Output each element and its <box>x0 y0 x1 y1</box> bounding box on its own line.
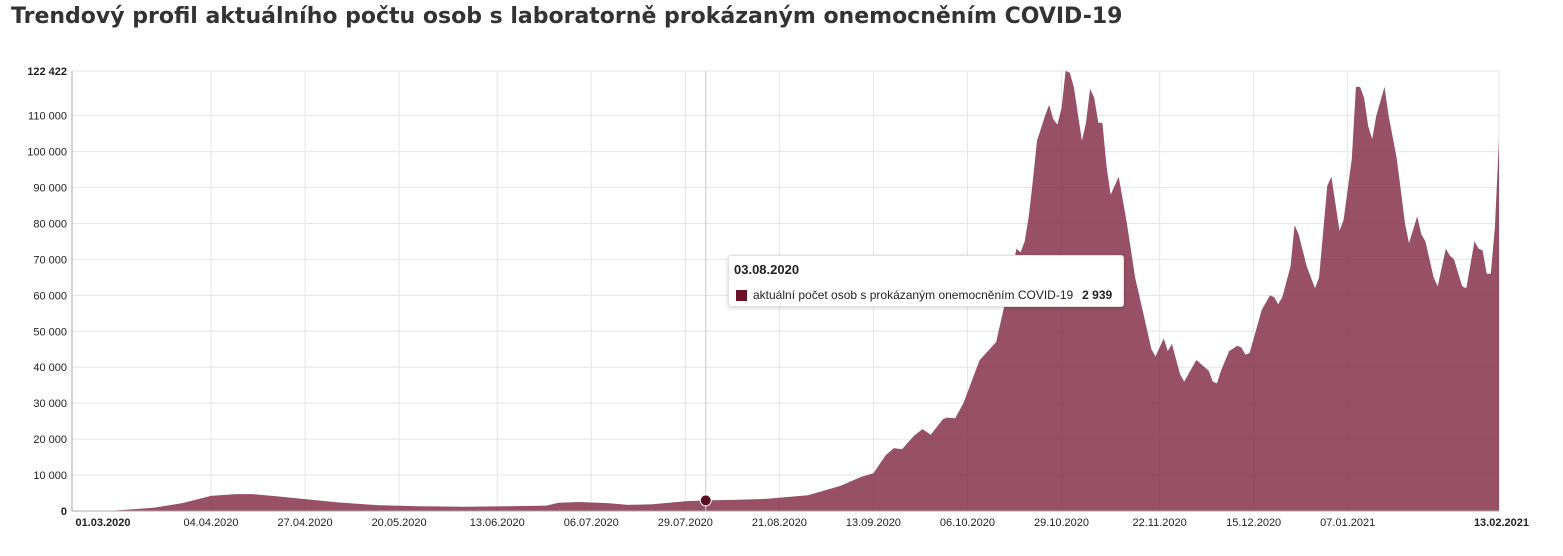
x-tick-label: 01.03.2020 <box>75 517 130 529</box>
y-tick-label: 70 000 <box>33 254 67 266</box>
hover-point-marker[interactable] <box>699 494 712 507</box>
x-tick-label: 13.06.2020 <box>470 517 525 529</box>
x-tick-label: 22.11.2020 <box>1133 517 1187 529</box>
y-tick-label: 10 000 <box>33 470 67 482</box>
x-tick-label: 04.04.2020 <box>183 517 238 529</box>
y-tick-label: 60 000 <box>33 290 67 302</box>
tooltip-row: aktuální počet osob s prokázaným onemocn… <box>736 288 1112 302</box>
y-tick-label: 30 000 <box>33 398 67 410</box>
x-tick-label: 07.01.2021 <box>1320 517 1375 529</box>
y-tick-label: 40 000 <box>33 362 67 374</box>
hover-tooltip: 03.08.2020 aktuální počet osob s prokáza… <box>728 255 1124 307</box>
tooltip-date: 03.08.2020 <box>734 262 800 277</box>
x-tick-label: 06.10.2020 <box>940 517 995 529</box>
x-axis-tick-labels: 01.03.2020 04.04.2020 27.04.2020 20.05.2020… <box>75 517 1529 529</box>
series-color-swatch <box>736 289 747 301</box>
x-tick-label: 21.08.2020 <box>752 517 807 529</box>
series-area[interactable] <box>72 71 1499 511</box>
x-tick-label: 29.10.2020 <box>1034 517 1089 529</box>
y-tick-label: 50 000 <box>33 326 67 338</box>
tooltip-series-label: aktuální počet osob s prokázaným onemocn… <box>753 288 1074 302</box>
tooltip-value: 2 939 <box>1082 288 1113 302</box>
chart-title: Trendový profil aktuálního počtu osob s … <box>11 4 1123 29</box>
x-tick-label: 06.07.2020 <box>564 517 619 529</box>
x-tick-label: 13.09.2020 <box>846 517 901 529</box>
y-tick-label: 122 422 <box>27 66 67 78</box>
y-axis-tick-labels: 0 10 000 20 000 30 000 40 000 50 000 60 000 70 … <box>27 66 67 518</box>
y-tick-label: 90 000 <box>33 183 67 195</box>
x-tick-label: 20.05.2020 <box>372 517 427 529</box>
y-tick-label: 80 000 <box>33 218 67 230</box>
x-tick-label: 15.12.2020 <box>1226 517 1281 529</box>
x-tick-label: 27.04.2020 <box>278 517 333 529</box>
y-tick-label: 20 000 <box>33 434 67 446</box>
x-tick-label: 29.07.2020 <box>658 517 713 529</box>
y-tick-label: 100 000 <box>27 147 67 159</box>
y-tick-label: 0 <box>61 506 67 518</box>
x-tick-label: 13.02.2021 <box>1474 517 1529 529</box>
y-tick-label: 110 000 <box>28 111 67 123</box>
